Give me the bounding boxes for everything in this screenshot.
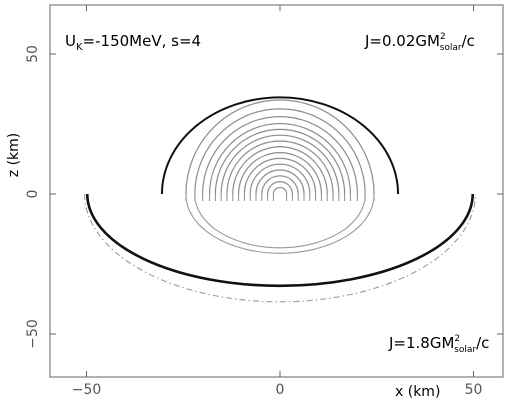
model-annotation: UK=-150MeV, s=4 bbox=[65, 32, 201, 53]
upper-contour-6 bbox=[237, 152, 323, 195]
upper-contour-1 bbox=[267, 181, 293, 195]
x-tick-label-1: 0 bbox=[276, 382, 285, 398]
upper-contour-14 bbox=[185, 99, 375, 195]
upper-contour-2 bbox=[261, 175, 299, 195]
y-tick-label-1: 0 bbox=[25, 190, 41, 199]
lower-contour-13 bbox=[194, 194, 366, 249]
plot-marks bbox=[84, 96, 476, 303]
plot-frame bbox=[49, 4, 504, 378]
lower-surface-curve bbox=[85, 193, 475, 288]
x-axis-label: x (km) bbox=[395, 384, 440, 399]
y-axis-label: z (km) bbox=[6, 133, 22, 177]
upper-contour-5 bbox=[243, 157, 317, 195]
x-tick-label-0: −50 bbox=[72, 382, 102, 398]
upper-contour-9 bbox=[220, 134, 340, 195]
upper-contour-12 bbox=[202, 116, 358, 195]
upper-contour-7 bbox=[232, 146, 328, 195]
upper-contour-13 bbox=[194, 108, 366, 195]
upper-contour-10 bbox=[214, 128, 346, 195]
y-tick-label-0: 50 bbox=[25, 45, 41, 63]
upper-contour-11 bbox=[208, 122, 352, 195]
lower-contour-14 bbox=[185, 194, 375, 254]
upper-contour-4 bbox=[249, 163, 311, 195]
axis-ticks: −50 0 50 50 0 −50 bbox=[25, 5, 503, 398]
x-tick-label-2: 50 bbox=[465, 382, 483, 398]
upper-contour-8 bbox=[226, 140, 334, 195]
upper-contour-3 bbox=[255, 169, 305, 195]
upper-surface-curve bbox=[160, 96, 400, 195]
lower-spin-annotation: J=1.8GM2 solar/c bbox=[388, 334, 489, 355]
upper-spin-annotation: J=0.02GM2 solar/c bbox=[364, 32, 475, 53]
lower-dashdot-curve bbox=[84, 193, 476, 303]
y-tick-label-2: −50 bbox=[25, 319, 41, 349]
upper-contour-0 bbox=[272, 186, 288, 195]
